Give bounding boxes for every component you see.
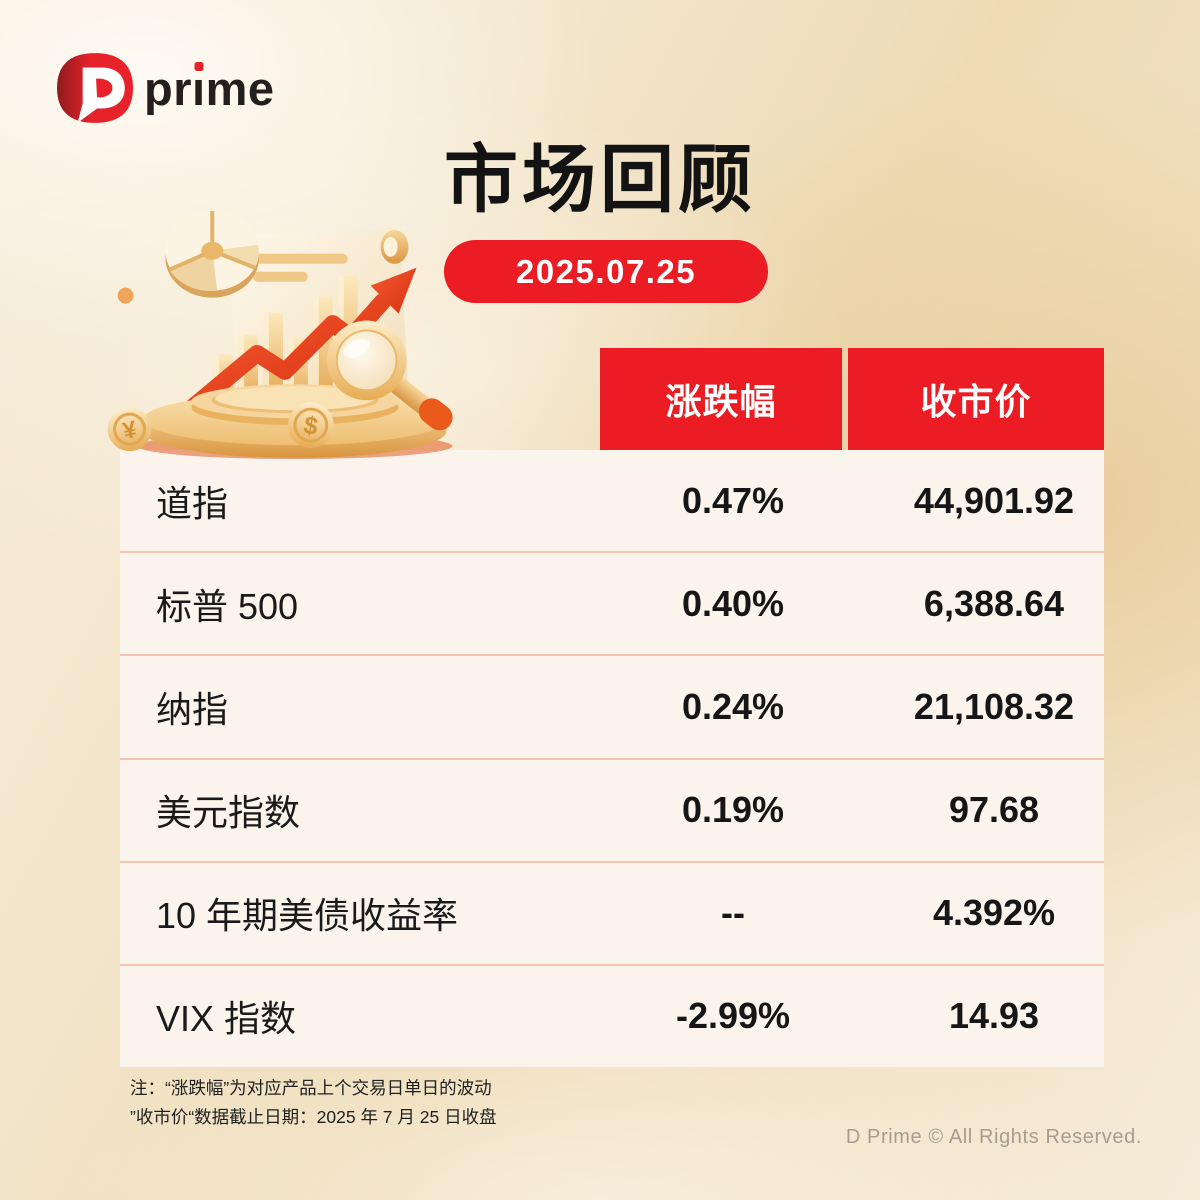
row-label: 10 年期美债收益率 — [156, 895, 459, 937]
d-prime-logo-icon — [57, 53, 133, 123]
magnifier-icon — [326, 320, 453, 431]
wordmark-i: ı — [192, 61, 206, 115]
paper-line — [253, 271, 308, 282]
footnotes: 注：“涨跌幅”为对应产品上个交易日单日的波动 ”收市价“数据截止日期：2025 … — [130, 1074, 497, 1132]
dollar-coin-icon: $ — [287, 402, 334, 449]
table-row: VIX 指数 -2.99% 14.93 — [120, 963, 1104, 1067]
table-row: 纳指 0.24% 21,108.32 — [120, 654, 1104, 757]
row-label: 道指 — [156, 482, 229, 524]
row-label: 纳指 — [156, 688, 229, 730]
table-row: 标普 500 0.40% 6,388.64 — [120, 551, 1104, 654]
row-change: 0.40% — [681, 582, 785, 624]
row-change: -- — [721, 892, 745, 934]
row-label: 标普 500 — [156, 585, 299, 627]
wordmark-pre: pr — [144, 61, 192, 115]
date-badge: 2025.07.25 — [444, 240, 768, 303]
row-close: 97.68 — [948, 789, 1040, 831]
column-header-change: 涨跌幅 — [600, 348, 842, 450]
row-change: 0.47% — [681, 479, 785, 521]
yen-coin-icon: ¥ — [107, 407, 152, 452]
footnote-line2: ”收市价“数据截止日期：2025 年 7 月 25 日收盘 — [130, 1107, 497, 1127]
svg-text:$: $ — [301, 411, 320, 441]
row-close: 4.392% — [932, 892, 1056, 934]
row-change: 0.24% — [681, 685, 785, 727]
floating-dot — [117, 287, 134, 304]
row-change: -2.99% — [675, 995, 791, 1037]
i-dot — [194, 61, 204, 71]
table-body: 道指 0.47% 44,901.92 标普 500 0.40% 6,388.64… — [120, 450, 1104, 1067]
paper-line — [253, 253, 348, 264]
row-label: VIX 指数 — [156, 998, 297, 1040]
footnote-line1: 注：“涨跌幅”为对应产品上个交易日单日的波动 — [130, 1078, 492, 1098]
column-header-close-label: 收市价 — [920, 381, 1032, 422]
row-change: 0.19% — [681, 789, 785, 831]
row-close: 14.93 — [948, 995, 1040, 1037]
copyright: D Prime © All Rights Reserved. — [845, 1126, 1142, 1148]
brand-logo: pr ı me — [56, 52, 275, 124]
pie-chart-icon — [165, 210, 260, 298]
wordmark-post: me — [205, 61, 275, 115]
row-close: 21,108.32 — [913, 685, 1075, 727]
column-header-change-label: 涨跌幅 — [665, 381, 777, 422]
table-row: 道指 0.47% 44,901.92 — [120, 450, 1104, 551]
table-row: 10 年期美债收益率 -- 4.392% — [120, 860, 1104, 964]
row-label: 美元指数 — [156, 792, 301, 834]
date-text: 2025.07.25 — [515, 252, 697, 290]
row-close: 44,901.92 — [913, 479, 1075, 521]
row-close: 6,388.64 — [923, 582, 1065, 624]
page-title: 市场回顾 — [444, 138, 756, 221]
column-header-close: 收市价 — [848, 348, 1104, 450]
market-illustration: ¥ $ — [84, 202, 466, 466]
table-row: 美元指数 0.19% 97.68 — [120, 757, 1104, 861]
brand-wordmark: pr ı me — [144, 61, 275, 116]
svg-text:¥: ¥ — [121, 416, 140, 445]
